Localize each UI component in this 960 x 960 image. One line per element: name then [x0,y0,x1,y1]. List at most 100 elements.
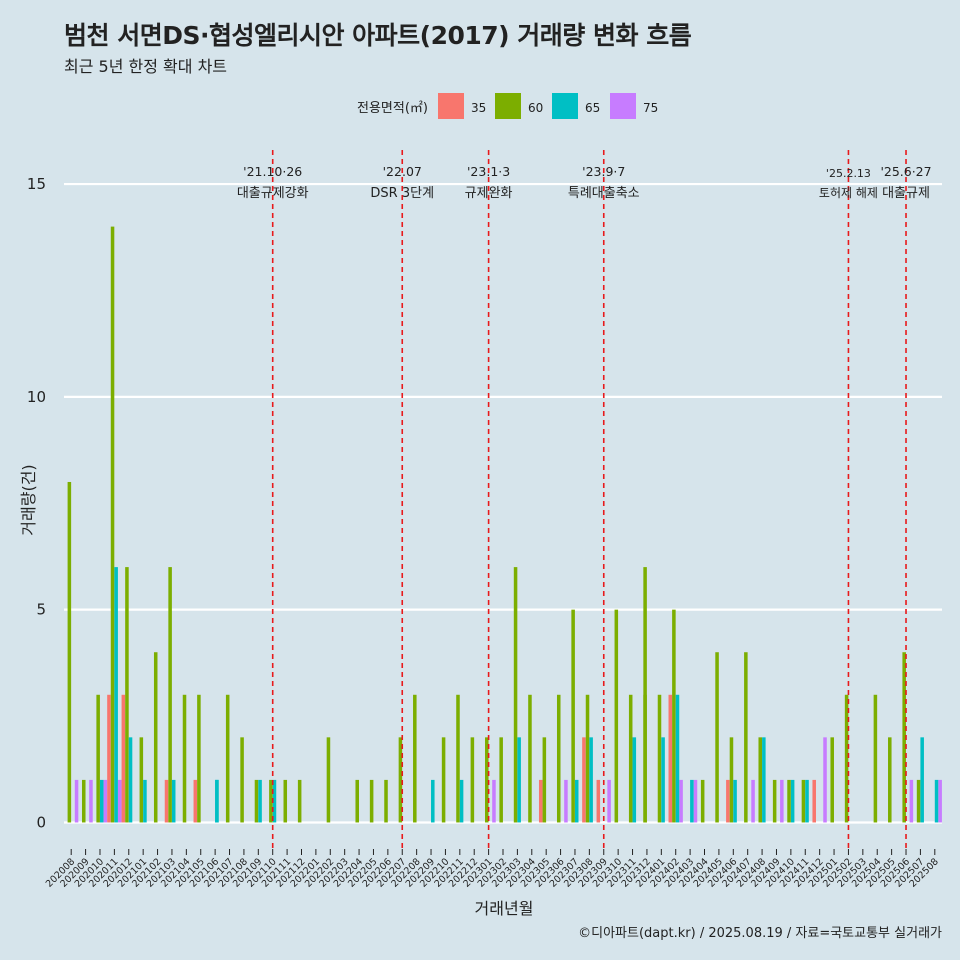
bar-202505-60 [888,737,892,823]
bar-202106-65 [215,779,219,823]
chart-subtitle: 최근 5년 한정 확대 차트 [64,57,228,76]
y-axis-title: 거래량(건) [19,464,38,535]
bar-202404-60 [700,779,705,823]
bar-202208-60 [413,694,417,823]
bar-202008-75 [74,779,79,823]
bar-202402-65 [675,694,680,823]
legend-key-65 [552,93,578,119]
bar-202402-75 [679,779,683,823]
legend-key-75 [610,93,636,119]
bar-202010-75 [103,779,108,823]
bar-202211-65 [459,779,464,823]
event-desc-label: 대출규제강화 [237,186,309,201]
chart-title: 범천 서면DS·협성엘리시안 아파트(2017) 거래량 변화 흐름 [64,21,692,50]
bar-202411-65 [805,779,809,823]
event-date-label: '25.6·27 [880,164,931,179]
event-desc-label: 토허제 해제 [819,186,878,200]
bar-202412-75 [823,737,827,823]
bar-202405-60 [715,652,719,823]
bar-202507-65 [920,737,924,823]
bar-202508-75 [938,779,942,823]
x-axis-title: 거래년월 [475,899,534,918]
bar-202411-60 [801,779,806,823]
bar-202210-60 [441,737,446,823]
legend-label-60: 60 [528,101,543,115]
bar-202112-60 [297,779,302,823]
bar-202409-60 [772,779,777,823]
y-tick-label: 0 [36,813,46,831]
legend-key-60 [495,93,521,119]
bar-202012-65 [128,737,133,823]
bar-202506-75 [909,779,914,823]
bar-202109-60 [254,779,259,823]
bar-202111-60 [283,779,288,823]
bar-202306-75 [564,779,568,823]
event-lines: '21.10·26 대출규제강화 '22.07 DSR 3단계 '23.1·3 규제완화 '… [237,150,932,848]
bar-202008-60 [67,481,72,823]
event-desc-label: 대출규제 [882,186,930,201]
bar-202010-65 [99,779,104,823]
y-tick-label: 15 [27,175,46,193]
bar-202309-35 [596,779,601,823]
bar-202401-60 [657,694,662,823]
bar-202101-65 [143,779,147,823]
bar-202307-65 [574,779,579,823]
bar-202402-35 [668,694,673,823]
bar-202110-65 [272,779,277,823]
y-tick-label: 5 [36,601,46,619]
bar-202009-60 [81,779,86,823]
bar-202110-60 [269,779,273,823]
bar-202103-65 [171,779,176,823]
bar-202412-35 [812,779,816,823]
source-caption: ©디아파트(dapt.kr) / 2025.08.19 / 자료=국토교통부 실… [578,926,942,941]
bar-202305-35 [538,779,543,823]
bar-202502-60 [844,694,849,823]
bar-202011-60 [110,226,115,823]
bar-202501-60 [830,737,834,823]
bar-202305-60 [542,737,547,823]
bar-202107-60 [225,694,230,823]
bar-202407-60 [744,652,748,823]
bar-202204-60 [355,779,359,823]
bar-202406-65 [733,779,737,823]
grid [64,182,942,824]
legend-label-65: 65 [585,101,600,115]
bar-202403-65 [690,779,694,823]
bar-202102-60 [153,652,158,823]
bar-202408-65 [762,737,766,823]
event-desc-label: 특례대출축소 [568,186,640,201]
event-date-label: '22.07 [383,164,422,179]
bar-202108-60 [240,737,244,823]
bar-202303-65 [517,737,521,823]
bar-202207-60 [398,737,403,823]
event-date-label: '23.9·7 [582,164,625,179]
event-date-label: '21.10·26 [243,164,302,179]
bar-202410-60 [787,779,791,823]
bar-202206-60 [384,779,388,823]
bar-202202-60 [326,737,331,823]
legend-label-75: 75 [643,101,658,115]
bar-202409-75 [780,779,784,823]
y-tick-label: 10 [27,388,46,406]
bar-202309-75 [607,779,611,823]
bar-202310-60 [614,609,619,823]
bar-202303-60 [513,567,518,823]
legend: 전용면적(㎡) 35 60 65 75 [357,93,658,119]
bar-202506-60 [902,652,906,823]
bar-202212-60 [470,737,475,823]
bar-202301-60 [485,737,489,823]
legend-key-35 [438,93,464,119]
bar-202301-75 [492,779,496,823]
bar-202205-60 [369,779,374,823]
bar-202508-65 [934,779,939,823]
bar-202407-75 [751,779,755,823]
bar-202403-75 [693,779,698,823]
bar-202312-60 [643,567,647,823]
bar-202308-65 [589,737,593,823]
bar-202011-75 [117,779,122,823]
bar-202011-65 [114,567,118,823]
bar-202311-65 [632,737,637,823]
x-axis: 2020082020092020102020112020122021012021… [44,849,941,890]
